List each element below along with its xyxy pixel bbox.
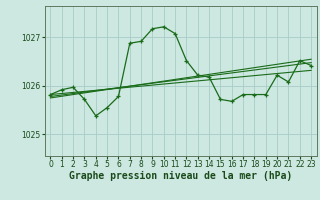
X-axis label: Graphe pression niveau de la mer (hPa): Graphe pression niveau de la mer (hPa) [69,171,292,181]
